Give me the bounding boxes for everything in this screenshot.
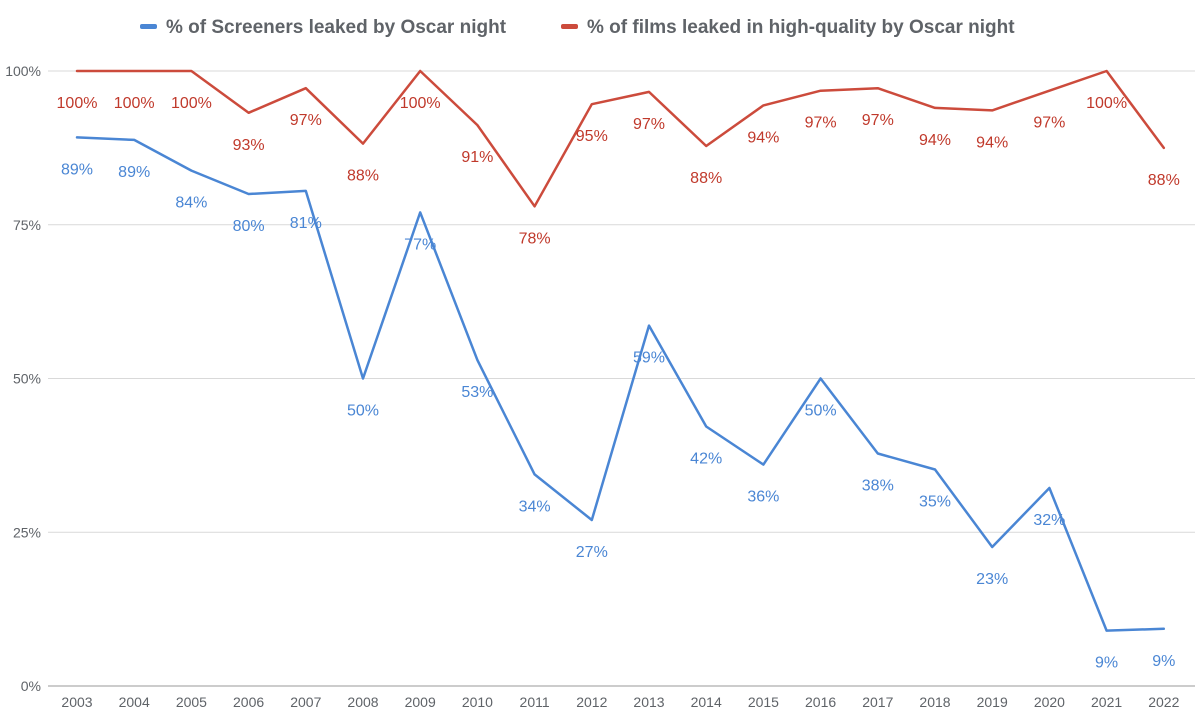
data-label-screeners: 81% — [290, 215, 322, 232]
legend-swatch-screeners — [140, 24, 157, 29]
data-labels: 89% 89% 84% 80% 81% 50% 77% 53% 34% 27% 59% 42% 36% 5… — [57, 95, 1180, 672]
data-label-high-quality: 93% — [233, 137, 265, 154]
series-line-screeners — [75, 136, 1166, 632]
x-tick-label: 2010 — [462, 694, 493, 710]
x-tick-label: 2013 — [633, 694, 664, 710]
x-tick-label: 2012 — [576, 694, 607, 710]
data-label-screeners: 23% — [976, 571, 1008, 588]
data-label-screeners: 80% — [233, 218, 265, 235]
y-tick-label: 75% — [13, 217, 41, 233]
x-tick-label: 2015 — [748, 694, 779, 710]
data-label-high-quality: 78% — [519, 230, 551, 247]
data-label-high-quality: 100% — [57, 95, 98, 112]
x-tick-label: 2005 — [176, 694, 207, 710]
data-label-screeners: 50% — [805, 403, 837, 420]
gridlines — [48, 70, 1195, 687]
x-tick-label: 2004 — [119, 694, 150, 710]
data-label-screeners: 53% — [461, 384, 493, 401]
data-label-high-quality: 95% — [576, 128, 608, 145]
data-label-screeners: 59% — [633, 350, 665, 367]
x-tick-label: 2022 — [1148, 694, 1179, 710]
data-label-screeners: 34% — [519, 498, 551, 515]
data-label-screeners: 38% — [862, 478, 894, 495]
data-label-high-quality: 88% — [1148, 172, 1180, 189]
data-label-high-quality: 94% — [976, 134, 1008, 151]
legend-label-screeners: % of Screeners leaked by Oscar night — [166, 17, 507, 38]
data-label-high-quality: 97% — [805, 115, 837, 132]
data-label-screeners: 9% — [1095, 655, 1118, 672]
x-tick-label: 2016 — [805, 694, 836, 710]
data-label-screeners: 27% — [576, 544, 608, 561]
x-tick-label: 2017 — [862, 694, 893, 710]
x-tick-label: 2018 — [919, 694, 950, 710]
x-tick-label: 2007 — [290, 694, 321, 710]
data-label-high-quality: 100% — [1086, 95, 1127, 112]
y-tick-label: 25% — [13, 524, 41, 540]
legend-swatch-high-quality — [561, 24, 578, 29]
data-label-high-quality: 100% — [114, 95, 155, 112]
data-label-screeners: 89% — [61, 161, 93, 178]
x-tick-label: 2006 — [233, 694, 264, 710]
x-tick-label: 2019 — [977, 694, 1008, 710]
x-tick-label: 2014 — [691, 694, 722, 710]
data-label-high-quality: 91% — [461, 149, 493, 166]
x-tick-label: 2021 — [1091, 694, 1122, 710]
x-tick-label: 2011 — [520, 694, 550, 710]
data-label-high-quality: 88% — [690, 170, 722, 187]
series-line-high-quality — [75, 69, 1166, 208]
data-label-high-quality: 88% — [347, 168, 379, 185]
y-tick-label: 50% — [13, 371, 41, 387]
data-label-screeners: 32% — [1033, 512, 1065, 529]
data-label-high-quality: 100% — [400, 95, 441, 112]
data-label-screeners: 77% — [404, 236, 436, 253]
data-label-high-quality: 100% — [171, 95, 212, 112]
y-tick-label: 100% — [5, 63, 41, 79]
y-tick-label: 0% — [21, 678, 41, 694]
legend-label-high-quality: % of films leaked in high-quality by Osc… — [587, 17, 1015, 38]
data-label-screeners: 42% — [690, 450, 722, 467]
data-label-screeners: 89% — [118, 164, 150, 181]
data-label-high-quality: 94% — [747, 129, 779, 146]
x-tick-label: 2003 — [61, 694, 92, 710]
data-label-high-quality: 97% — [1033, 115, 1065, 132]
data-label-high-quality: 97% — [862, 112, 894, 129]
x-tick-label: 2008 — [347, 694, 378, 710]
data-label-screeners: 36% — [747, 489, 779, 506]
data-label-high-quality: 97% — [633, 116, 665, 133]
data-label-screeners: 84% — [175, 195, 207, 212]
data-label-high-quality: 97% — [290, 112, 322, 129]
data-label-high-quality: 94% — [919, 132, 951, 149]
x-tick-label: 2009 — [405, 694, 436, 710]
series-lines — [75, 69, 1166, 632]
chart-legend: % of Screeners leaked by Oscar night % o… — [140, 17, 1015, 38]
data-label-screeners: 35% — [919, 494, 951, 511]
x-axis: 2003 2004 2005 2006 2007 2008 2009 2010 2011 2012… — [61, 694, 1179, 710]
data-label-screeners: 9% — [1152, 653, 1175, 670]
y-axis: 0% 25% 50% 75% 100% — [5, 63, 41, 694]
x-tick-label: 2020 — [1034, 694, 1065, 710]
data-label-screeners: 50% — [347, 403, 379, 420]
